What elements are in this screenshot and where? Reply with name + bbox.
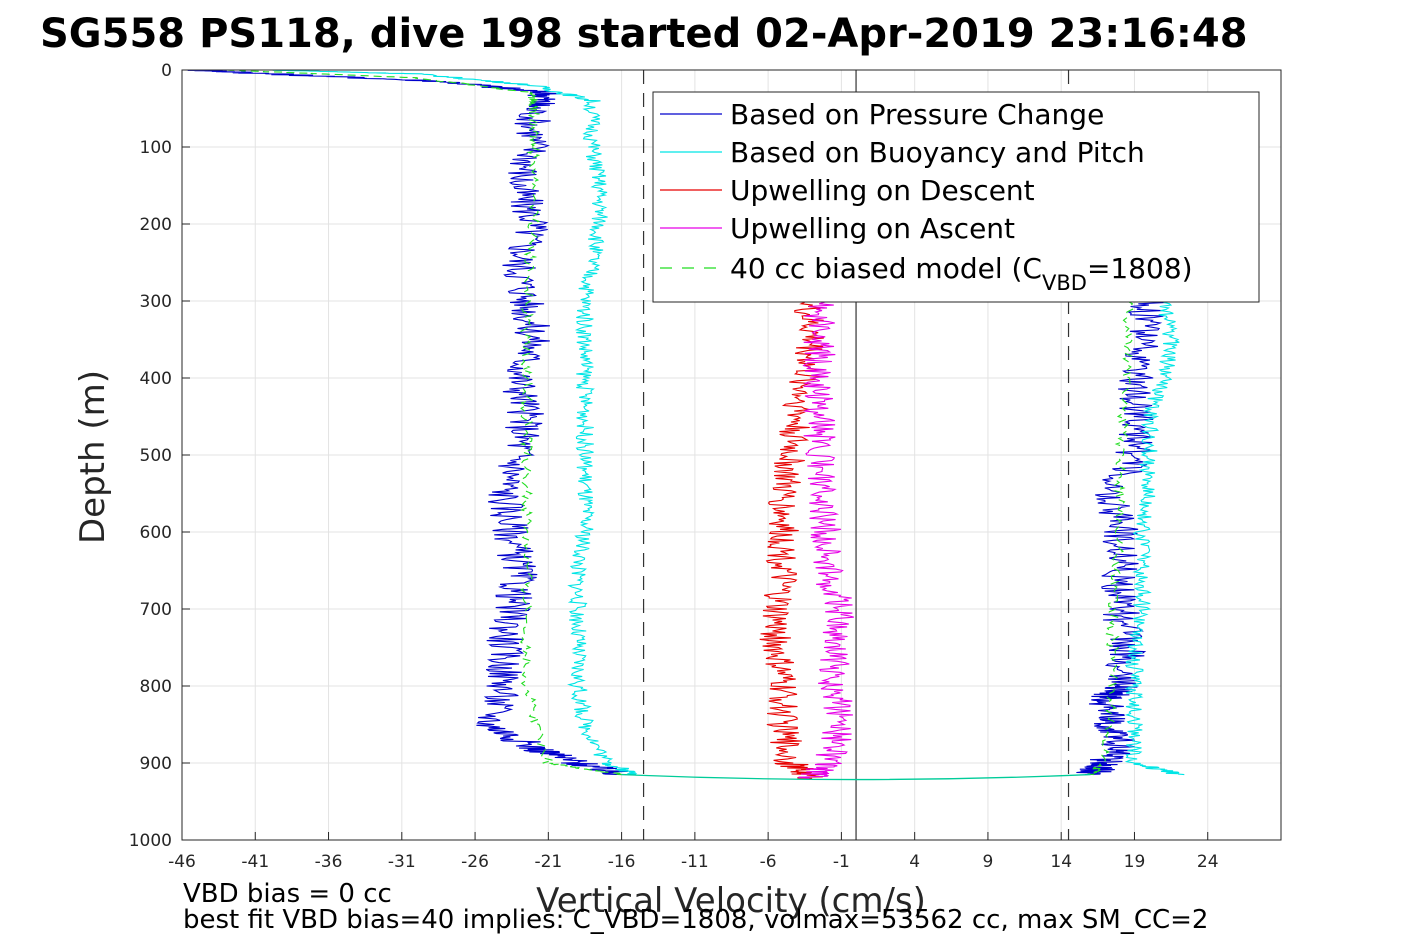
x-tick-label: -1 [833,852,850,872]
footer-vbd-bias: VBD bias = 0 cc [183,879,392,909]
legend-label-buoyancy: Based on Buoyancy and Pitch [730,136,1145,169]
y-tick-label: 400 [140,369,172,389]
x-tick-label: 24 [1197,852,1219,872]
turnaround-line [621,773,1091,781]
series-line-pressure-descent [182,69,628,776]
y-tick-label: 500 [140,446,172,466]
x-tick-label: -36 [315,852,343,872]
y-axis-label: Depth (m) [73,370,113,544]
series-line-up_desc-descent [759,300,824,779]
x-tick-label: -11 [681,852,709,872]
series-line-up_asc-ascent [798,300,854,779]
x-tick-labels: -46 -41 -36 -31 -26 -21 -16 -11 -6 -1 4 9 14 19 24 [168,852,1218,872]
x-tick-label: -26 [461,852,489,872]
legend-box [652,91,1260,303]
y-tick-labels: 0 100 200 300 400 500 600 700 800 900 1000 [129,61,172,851]
plot-frame [181,69,1282,841]
series-line-buoyancy-descent [271,69,638,776]
footer-best-fit: best fit VBD bias=40 implies: C_VBD=1808… [183,905,1208,935]
x-tick-label: 4 [909,852,920,872]
x-axis-label: Vertical Velocity (cm/s) [536,881,926,921]
legend-label-up-desc: Upwelling on Descent [730,174,1035,207]
legend-label-up-asc: Upwelling on Ascent [730,212,1015,245]
chart-title: SG558 PS118, dive 198 started 02-Apr-201… [40,11,1248,57]
y-tick-label: 800 [140,677,172,697]
y-tick-label: 0 [161,61,172,81]
y-tick-label: 200 [140,215,172,235]
x-tick-label: -46 [168,852,196,872]
y-tick-label: 700 [140,600,172,620]
x-tick-label: 14 [1050,852,1072,872]
series-group [182,69,1185,781]
y-tick-label: 1000 [129,831,172,851]
x-tick-label: -31 [388,852,416,872]
x-tick-label: -21 [534,852,562,872]
x-tick-label: 19 [1124,852,1146,872]
series-line-pressure-ascent [1076,300,1167,776]
legend-label-pressure: Based on Pressure Change [730,98,1104,131]
x-tick-label: 9 [983,852,994,872]
y-tick-label: 600 [140,523,172,543]
x-tick-label: -41 [241,852,269,872]
x-tick-label: -6 [760,852,777,872]
y-tick-label: 100 [140,138,172,158]
series-line-buoyancy-ascent [1124,300,1185,776]
series-line-model-ascent [1087,300,1134,776]
y-tick-label: 300 [140,292,172,312]
series-line-model-descent [226,69,622,776]
x-tick-label: -16 [608,852,636,872]
y-tick-label: 900 [140,754,172,774]
legend: Based on Pressure Change Based on Buoyan… [652,91,1260,303]
legend-label-model: 40 cc biased model (CVBD=1808) [730,252,1193,295]
